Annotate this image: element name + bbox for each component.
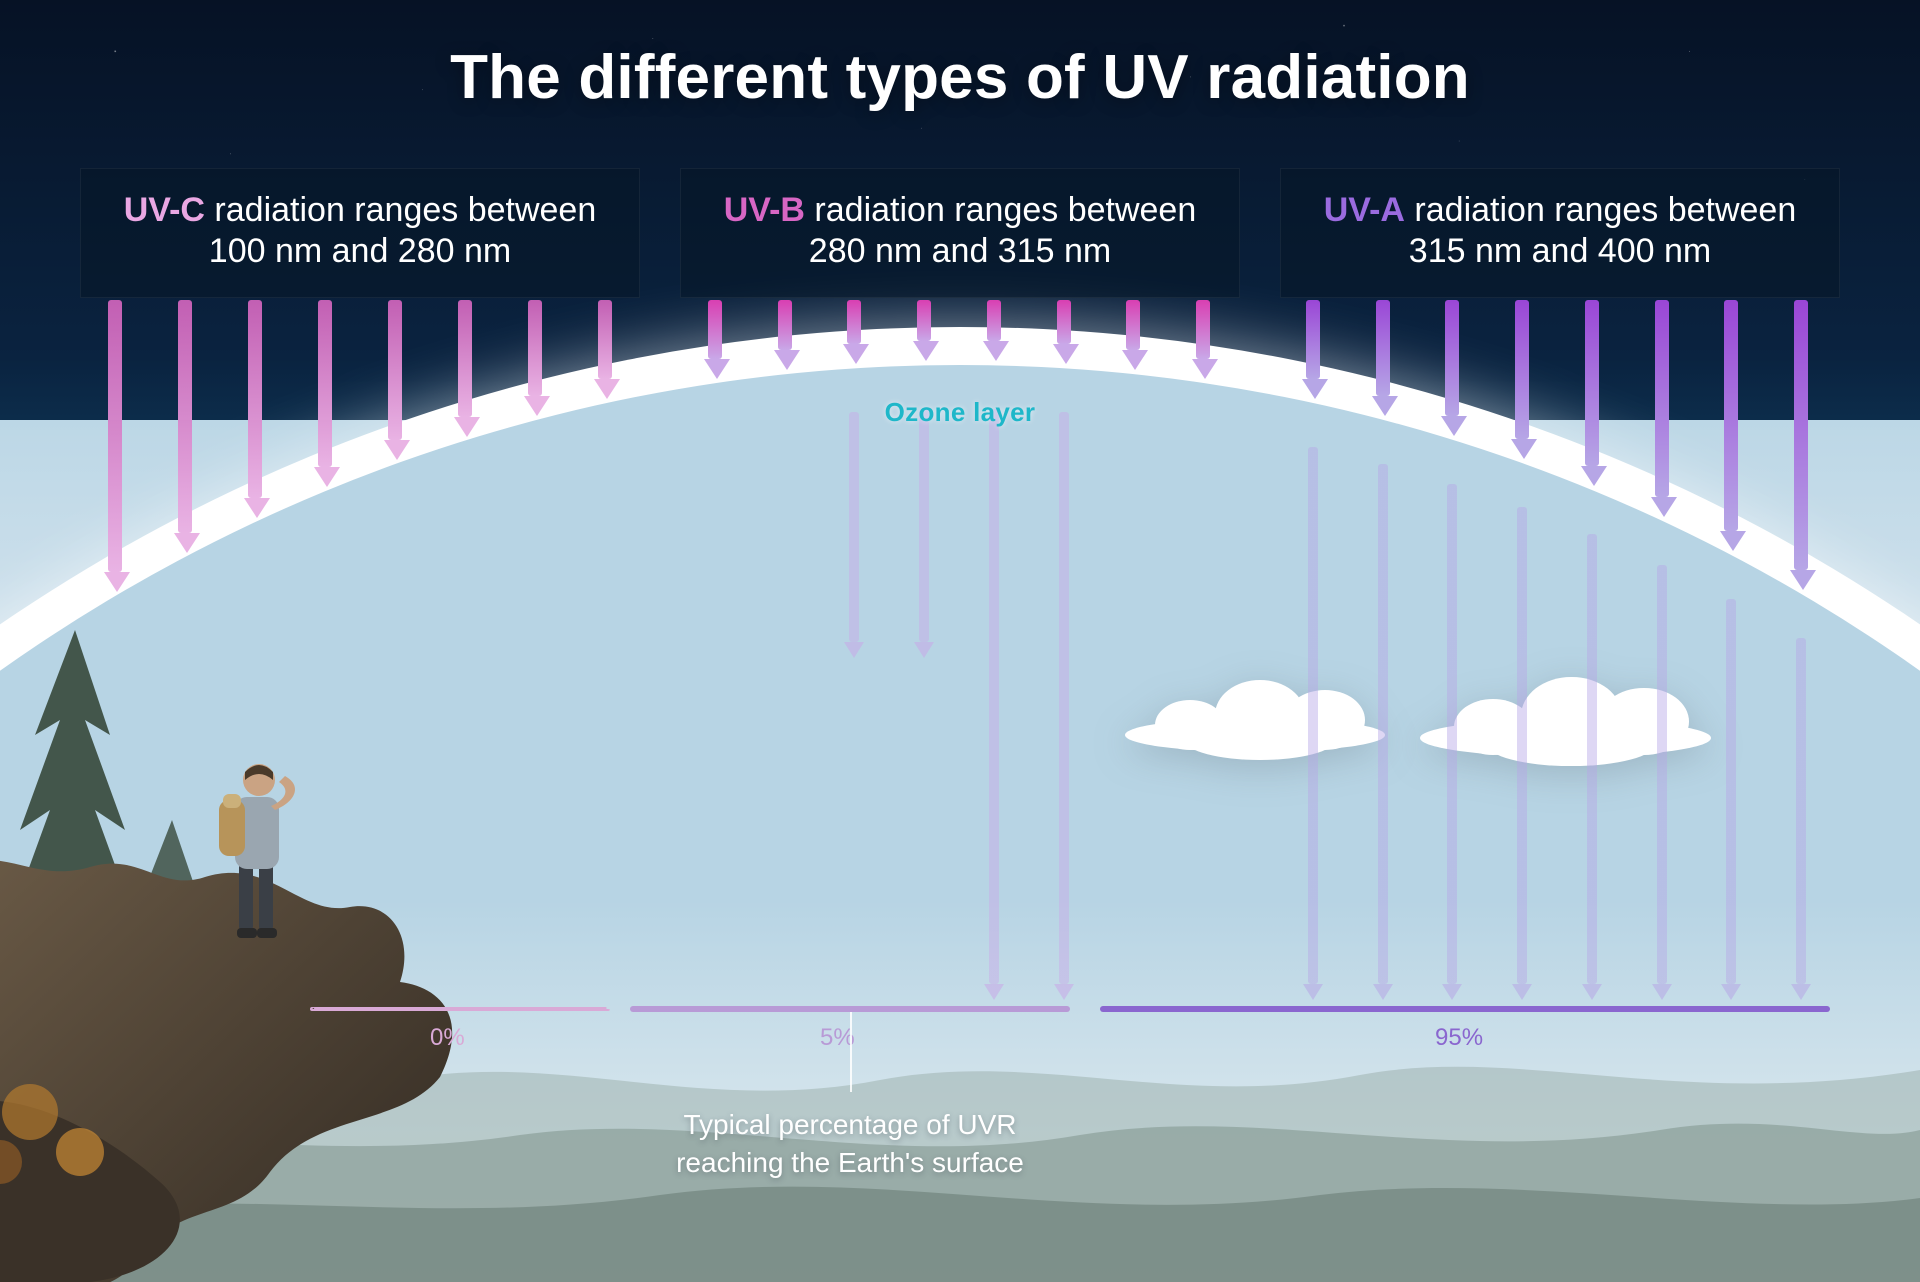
uva-range: 315 nm and 400 nm: [1299, 232, 1821, 271]
uva-name: UV-A: [1324, 191, 1405, 229]
uva-rest: radiation ranges between: [1405, 191, 1796, 229]
percent-bar: 0%5%95%Typical percentage of UVRreaching…: [310, 1006, 1830, 1116]
pct-label-uvc: 0%: [430, 1024, 465, 1052]
ozone-layer-label: Ozone layer: [885, 397, 1036, 428]
pct-tick: [850, 1012, 852, 1092]
uvc-name: UV-C: [124, 191, 205, 229]
pct-seg-uvc: [310, 1007, 610, 1011]
uv-type-boxes: UV-C radiation ranges between 100 nm and…: [80, 168, 1840, 298]
uvc-range: 100 nm and 280 nm: [99, 232, 621, 271]
uvb-name: UV-B: [724, 191, 805, 229]
page-title: The different types of UV radiation: [0, 42, 1920, 113]
uvc-box: UV-C radiation ranges between 100 nm and…: [80, 168, 640, 298]
uva-box: UV-A radiation ranges between 315 nm and…: [1280, 168, 1840, 298]
uvb-range: 280 nm and 315 nm: [699, 232, 1221, 271]
pct-caption: Typical percentage of UVRreaching the Ea…: [640, 1106, 1060, 1182]
rock-outcrop: [0, 682, 490, 1282]
cloud-icon: [1125, 640, 1385, 750]
pct-seg-uva: [1100, 1006, 1830, 1012]
uvb-box: UV-B radiation ranges between 280 nm and…: [680, 168, 1240, 298]
infographic-stage: Ozone layer The different types of UV ra…: [0, 0, 1920, 1282]
cloud-icon: [1420, 632, 1711, 755]
uvc-rest: radiation ranges between: [205, 191, 596, 229]
uvb-rest: radiation ranges between: [805, 191, 1196, 229]
pct-label-uva: 95%: [1435, 1024, 1483, 1052]
